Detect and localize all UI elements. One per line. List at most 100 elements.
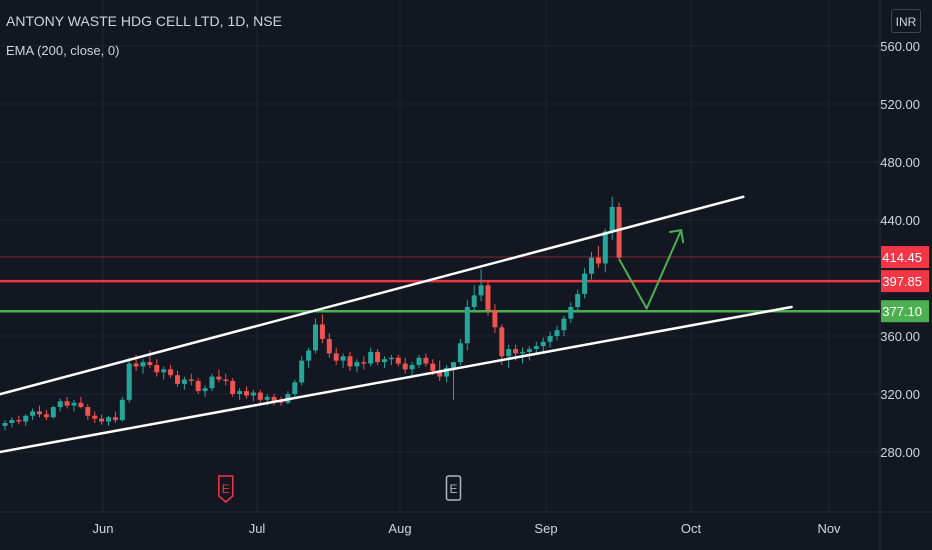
candle bbox=[292, 379, 298, 397]
x-tick-label: Nov bbox=[817, 521, 841, 536]
candle bbox=[319, 314, 325, 344]
candle bbox=[547, 331, 553, 348]
candle-body bbox=[85, 407, 91, 416]
candle-body bbox=[299, 360, 305, 383]
candle-body bbox=[92, 415, 98, 419]
candle bbox=[595, 246, 601, 268]
candle bbox=[154, 359, 160, 377]
candle-body bbox=[616, 206, 622, 258]
candle bbox=[30, 408, 36, 421]
candle-body bbox=[50, 407, 56, 418]
candle-body bbox=[202, 388, 208, 392]
candle-body bbox=[313, 324, 318, 351]
candle bbox=[285, 391, 291, 405]
candle-body bbox=[416, 357, 422, 365]
earnings-marker[interactable]: E bbox=[218, 475, 234, 503]
price-label-resistance: 397.85 bbox=[881, 270, 929, 293]
x-tick-label: Oct bbox=[681, 521, 702, 536]
candle bbox=[23, 414, 29, 426]
candle bbox=[451, 362, 456, 400]
candle bbox=[119, 396, 125, 422]
candle bbox=[223, 373, 229, 386]
candle-body bbox=[319, 324, 325, 339]
y-tick-label: 560.00 bbox=[880, 39, 920, 54]
y-tick-label: 360.00 bbox=[880, 329, 920, 344]
candle-body bbox=[306, 350, 312, 361]
candle bbox=[589, 251, 594, 280]
candle bbox=[354, 359, 360, 373]
earnings-marker[interactable]: E bbox=[445, 475, 462, 501]
candle-body bbox=[264, 396, 270, 400]
candle-body bbox=[340, 356, 346, 361]
projection-path bbox=[618, 229, 683, 310]
candle-body bbox=[181, 379, 187, 384]
candle bbox=[423, 353, 429, 367]
candle-body bbox=[2, 423, 8, 426]
candle-body bbox=[43, 414, 49, 418]
candle-body bbox=[71, 402, 77, 406]
candle bbox=[57, 398, 63, 412]
candle-body bbox=[237, 391, 243, 394]
x-tick-label: Jul bbox=[249, 521, 266, 536]
price-label-text: 377.10 bbox=[882, 304, 922, 319]
candle-body bbox=[106, 417, 111, 422]
candle bbox=[175, 370, 180, 387]
candle bbox=[326, 333, 332, 358]
lower-channel-trendline bbox=[0, 305, 793, 454]
candle-body bbox=[126, 363, 132, 400]
candle bbox=[181, 376, 187, 390]
candle-body bbox=[492, 309, 498, 328]
candle bbox=[126, 357, 132, 403]
candle bbox=[568, 302, 574, 323]
candle bbox=[271, 394, 277, 406]
candle-body bbox=[188, 379, 194, 381]
price-label-text: 397.85 bbox=[882, 274, 922, 289]
candle bbox=[540, 337, 546, 354]
candle-body bbox=[64, 401, 70, 406]
candle-body bbox=[402, 363, 408, 370]
earnings-marker-label: E bbox=[449, 482, 457, 496]
candle-body bbox=[326, 338, 332, 354]
candle bbox=[554, 325, 560, 341]
candle bbox=[306, 347, 312, 368]
candle bbox=[216, 369, 222, 383]
candle bbox=[106, 415, 111, 426]
candle bbox=[299, 356, 305, 386]
projection-arrowhead bbox=[669, 228, 685, 244]
candle-body bbox=[575, 293, 581, 307]
candle-body bbox=[464, 307, 470, 344]
candle bbox=[485, 280, 491, 316]
candle bbox=[313, 318, 318, 354]
candle-body bbox=[561, 318, 567, 331]
candle bbox=[168, 365, 174, 379]
candle-body bbox=[602, 231, 608, 264]
ema-indicator-legend[interactable]: EMA (200, close, 0) bbox=[6, 43, 120, 58]
candle-body bbox=[361, 362, 367, 364]
candle-body bbox=[99, 418, 105, 422]
candle-body bbox=[506, 349, 512, 357]
candle-body bbox=[147, 362, 153, 365]
currency-badge[interactable]: INR bbox=[891, 9, 921, 33]
candle-body bbox=[368, 351, 374, 364]
candle bbox=[161, 366, 167, 380]
candle-body bbox=[175, 375, 180, 384]
candle-body bbox=[112, 417, 118, 421]
candle-body bbox=[444, 367, 450, 377]
candle bbox=[499, 324, 505, 365]
candle bbox=[188, 373, 194, 386]
candle-body bbox=[230, 380, 236, 394]
candle bbox=[37, 405, 42, 418]
candle-body bbox=[375, 351, 381, 363]
candle-body bbox=[409, 365, 415, 370]
candle-body bbox=[395, 357, 401, 364]
candle bbox=[347, 351, 353, 371]
upper-channel-trendline bbox=[0, 195, 745, 396]
candle bbox=[244, 386, 249, 399]
symbol-title[interactable]: ANTONY WASTE HDG CELL LTD, 1D, NSE bbox=[6, 13, 282, 29]
candle-body bbox=[540, 341, 546, 347]
candle bbox=[85, 404, 91, 421]
candle-body bbox=[57, 401, 63, 408]
candle-body bbox=[457, 343, 463, 363]
